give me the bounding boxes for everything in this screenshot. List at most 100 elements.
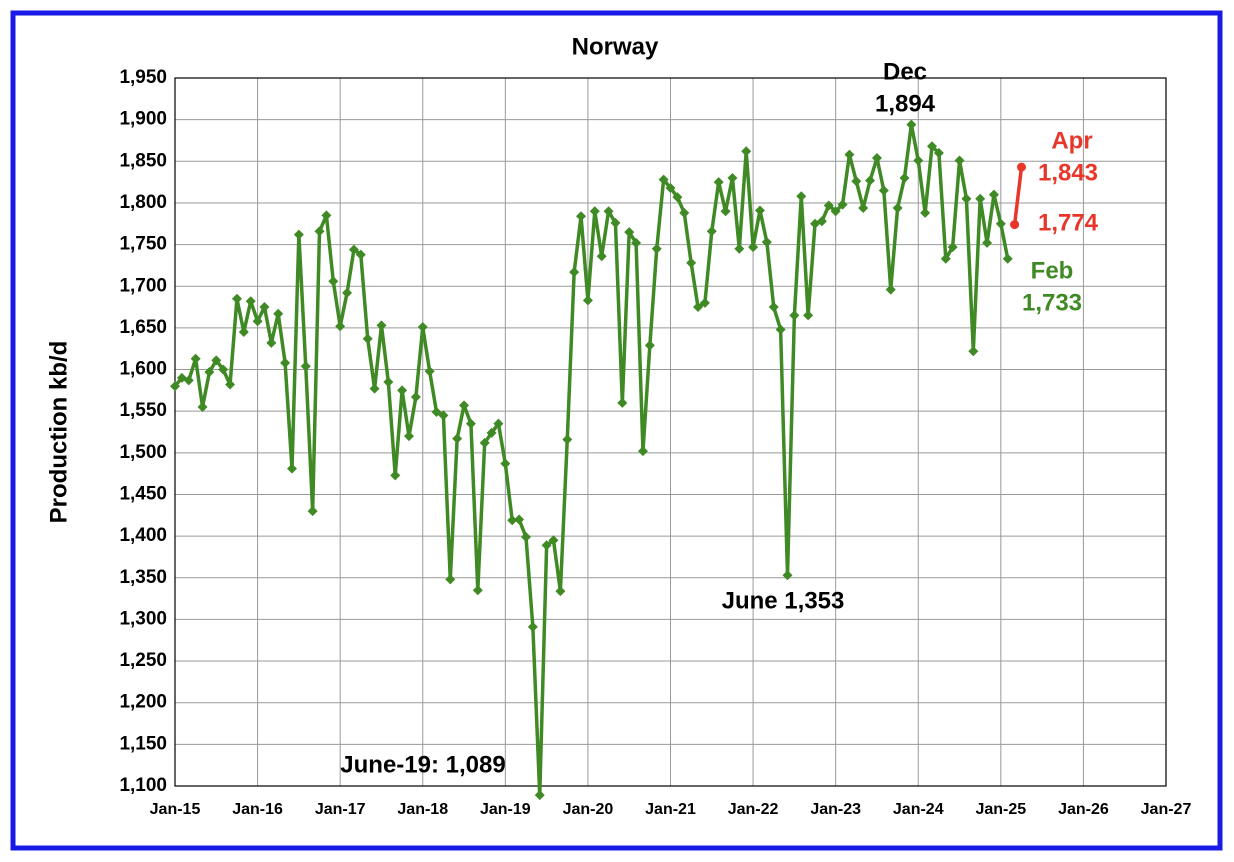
marker [975,193,986,204]
y-tick-label: 1,200 [119,692,167,713]
marker [204,367,215,378]
marker [514,514,525,525]
marker [589,206,600,217]
marker [555,586,566,597]
series-line [173,122,1010,797]
y-tick-label: 1,150 [119,733,167,754]
marker [390,470,401,481]
y-tick-label: 1,350 [119,567,167,588]
x-tick-label: Jan-27 [1141,801,1192,818]
marker [541,540,552,551]
marker [775,324,786,335]
marker [459,400,470,411]
marker [273,308,284,319]
marker [355,249,366,260]
marker [197,402,208,413]
marker [376,320,387,331]
marker [472,585,483,596]
marker [968,346,979,357]
marker [596,251,607,262]
y-tick-label: 1,900 [119,109,167,130]
y-tick-label: 1,450 [119,483,167,504]
y-tick-label: 1,700 [119,275,167,296]
marker [280,357,291,368]
marker [1002,253,1013,264]
y-tick-label: 1,850 [119,150,167,171]
marker [410,392,421,403]
marker [534,790,545,801]
marker [452,433,463,444]
marker [335,321,346,332]
marker [183,375,194,386]
marker [266,337,277,348]
marker [892,202,903,213]
marker [231,293,242,304]
y-tick-label: 1,550 [119,400,167,421]
marker [307,506,318,517]
x-tick-label: Jan-18 [397,801,448,818]
marker [672,192,683,203]
marker [830,206,841,217]
marker [844,149,855,160]
marker [603,206,614,217]
annotation: 1,733 [1022,289,1082,316]
annotation: June 1,353 [722,587,845,614]
marker [796,191,807,202]
marker [431,407,442,418]
marker [927,141,938,152]
marker [720,206,731,217]
marker [328,276,339,287]
marker [906,119,917,130]
annotation: Feb [1031,257,1074,284]
marker [624,227,635,238]
marker [527,621,538,632]
annotation: Dec [883,58,927,85]
annotation: 1,894 [875,90,936,117]
marker [878,185,889,196]
x-tick-label: Jan-23 [810,801,861,818]
y-tick-label: 1,650 [119,317,167,338]
marker [782,570,793,581]
marker [569,267,580,278]
marker [693,302,704,313]
marker [954,155,965,166]
marker [947,242,958,253]
marker [548,535,559,546]
y-tick-label: 1,100 [119,775,167,796]
marker [686,257,697,268]
annotation: June-19: 1,089 [340,751,505,778]
marker [576,211,587,222]
marker [706,226,717,237]
marker [321,210,332,221]
marker [493,418,504,429]
marker [610,217,621,228]
marker [342,287,353,298]
marker [486,427,497,438]
marker [637,446,648,457]
marker [885,284,896,295]
marker [933,147,944,158]
marker [417,322,428,333]
series-line [1012,166,1024,225]
marker [479,437,490,448]
marker [899,172,910,183]
marker [679,207,690,218]
marker [617,397,628,408]
marker [789,310,800,321]
x-tick-label: Jan-21 [645,801,696,818]
y-tick-label: 1,950 [119,67,167,88]
marker [252,316,263,327]
x-tick-label: Jan-17 [315,801,366,818]
marker [507,515,518,526]
marker [445,574,456,585]
y-tick-label: 1,400 [119,525,167,546]
marker [651,243,662,254]
marker [520,531,531,542]
marker [582,295,593,306]
marker [940,253,951,264]
y-tick-label: 1,800 [119,192,167,213]
marker [300,361,311,372]
marker [286,463,297,474]
x-tick-label: Jan-16 [232,801,283,818]
